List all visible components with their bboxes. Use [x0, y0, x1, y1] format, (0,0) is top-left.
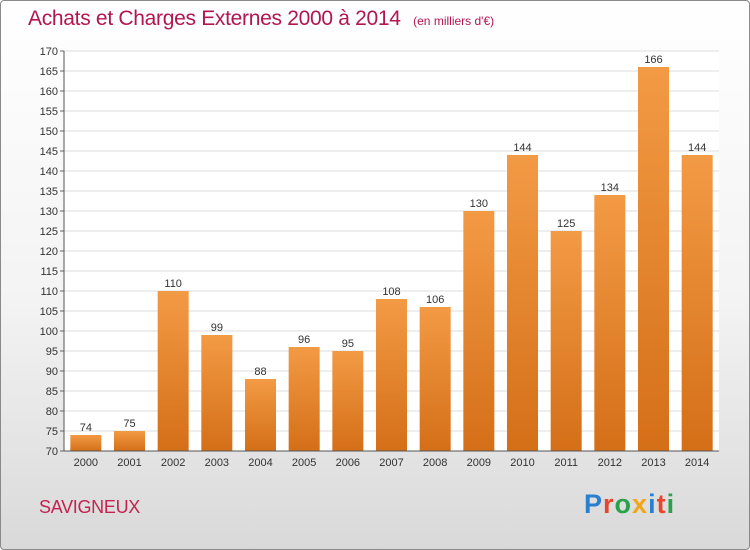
brand-letter: o	[614, 489, 633, 519]
bar	[507, 155, 538, 451]
y-tick-label: 120	[40, 246, 58, 258]
data-label: 95	[342, 338, 354, 350]
y-tick-label: 70	[46, 446, 58, 458]
x-tick-label: 2006	[336, 457, 360, 469]
y-tick-label: 90	[46, 366, 58, 378]
data-label: 144	[513, 142, 531, 154]
x-tick-label: 2012	[598, 457, 622, 469]
data-label: 130	[470, 198, 488, 210]
brand-letter: r	[603, 489, 615, 519]
bar	[376, 299, 407, 451]
bar	[245, 379, 276, 451]
y-tick-label: 140	[40, 166, 58, 178]
data-label: 74	[80, 422, 92, 434]
brand-letter: t	[656, 489, 667, 519]
brand-letter: P	[584, 489, 604, 519]
x-tick-label: 2013	[641, 457, 665, 469]
x-tick-label: 2002	[161, 457, 185, 469]
x-tick-label: 2009	[467, 457, 491, 469]
commune-name: SAVIGNEUX	[39, 497, 140, 517]
data-label: 144	[688, 142, 706, 154]
bar	[419, 307, 451, 451]
brand-logo: Proxiti	[584, 489, 675, 520]
x-tick-label: 2000	[74, 457, 98, 469]
x-tick-label: 2014	[685, 457, 709, 469]
chart-header: Achats et Charges Externes 2000 à 2014 (…	[28, 7, 494, 31]
data-label: 134	[601, 182, 619, 194]
bar	[638, 67, 669, 451]
bar	[550, 231, 582, 451]
y-tick-label: 155	[40, 106, 58, 118]
x-tick-label: 2003	[205, 457, 229, 469]
axes: 70 75 80 85 90 95 100 105 110 115 120 125 130 135 140 1…	[40, 46, 719, 469]
bar	[114, 431, 145, 451]
bar	[681, 155, 713, 451]
x-tick-label: 2004	[248, 457, 272, 469]
brand-letter: i	[666, 489, 676, 519]
bar	[70, 435, 102, 451]
data-label: 75	[123, 418, 135, 430]
data-label: 108	[382, 286, 400, 298]
x-tick-label: 2001	[117, 457, 141, 469]
chart-title: Achats et Charges Externes 2000 à 2014	[28, 7, 401, 30]
y-tick-label: 115	[40, 266, 58, 278]
y-tick-label: 130	[40, 206, 58, 218]
x-tick-label: 2007	[379, 457, 403, 469]
bar	[463, 211, 495, 451]
y-tick-label: 145	[40, 146, 58, 158]
y-tick-label: 160	[40, 86, 58, 98]
x-tick-label: 2008	[423, 457, 447, 469]
chart-subtitle: (en milliers d'€)	[413, 14, 495, 28]
data-label: 99	[211, 322, 223, 334]
data-label: 106	[426, 294, 444, 306]
y-tick-label: 105	[40, 306, 58, 318]
y-tick-label: 80	[46, 406, 58, 418]
data-label: 166	[644, 54, 662, 66]
x-tick-label: 2010	[510, 457, 534, 469]
y-tick-label: 150	[40, 126, 58, 138]
bar	[288, 347, 320, 451]
y-tick-label: 100	[40, 326, 58, 338]
y-tick-label: 75	[46, 426, 58, 438]
brand-letter: i	[648, 489, 657, 519]
y-tick-label: 165	[40, 66, 58, 78]
data-label: 110	[164, 278, 182, 290]
y-tick-label: 125	[40, 226, 58, 238]
bar	[201, 335, 233, 451]
data-label: 125	[557, 218, 575, 230]
bar	[157, 291, 189, 451]
bar	[332, 351, 364, 451]
bars: 74 75 110 99 88 96 95 108 106 130 144 125 134 166 144	[70, 54, 713, 451]
bar	[594, 195, 626, 451]
x-tick-label: 2011	[554, 457, 578, 469]
y-tick-label: 170	[40, 46, 58, 58]
data-label: 96	[298, 334, 310, 346]
data-label: 88	[254, 366, 266, 378]
brand-letter: x	[632, 489, 649, 519]
y-tick-label: 95	[46, 346, 58, 358]
y-tick-label: 85	[46, 386, 58, 398]
x-tick-label: 2005	[292, 457, 316, 469]
y-tick-label: 110	[40, 286, 58, 298]
y-tick-label: 135	[40, 186, 58, 198]
